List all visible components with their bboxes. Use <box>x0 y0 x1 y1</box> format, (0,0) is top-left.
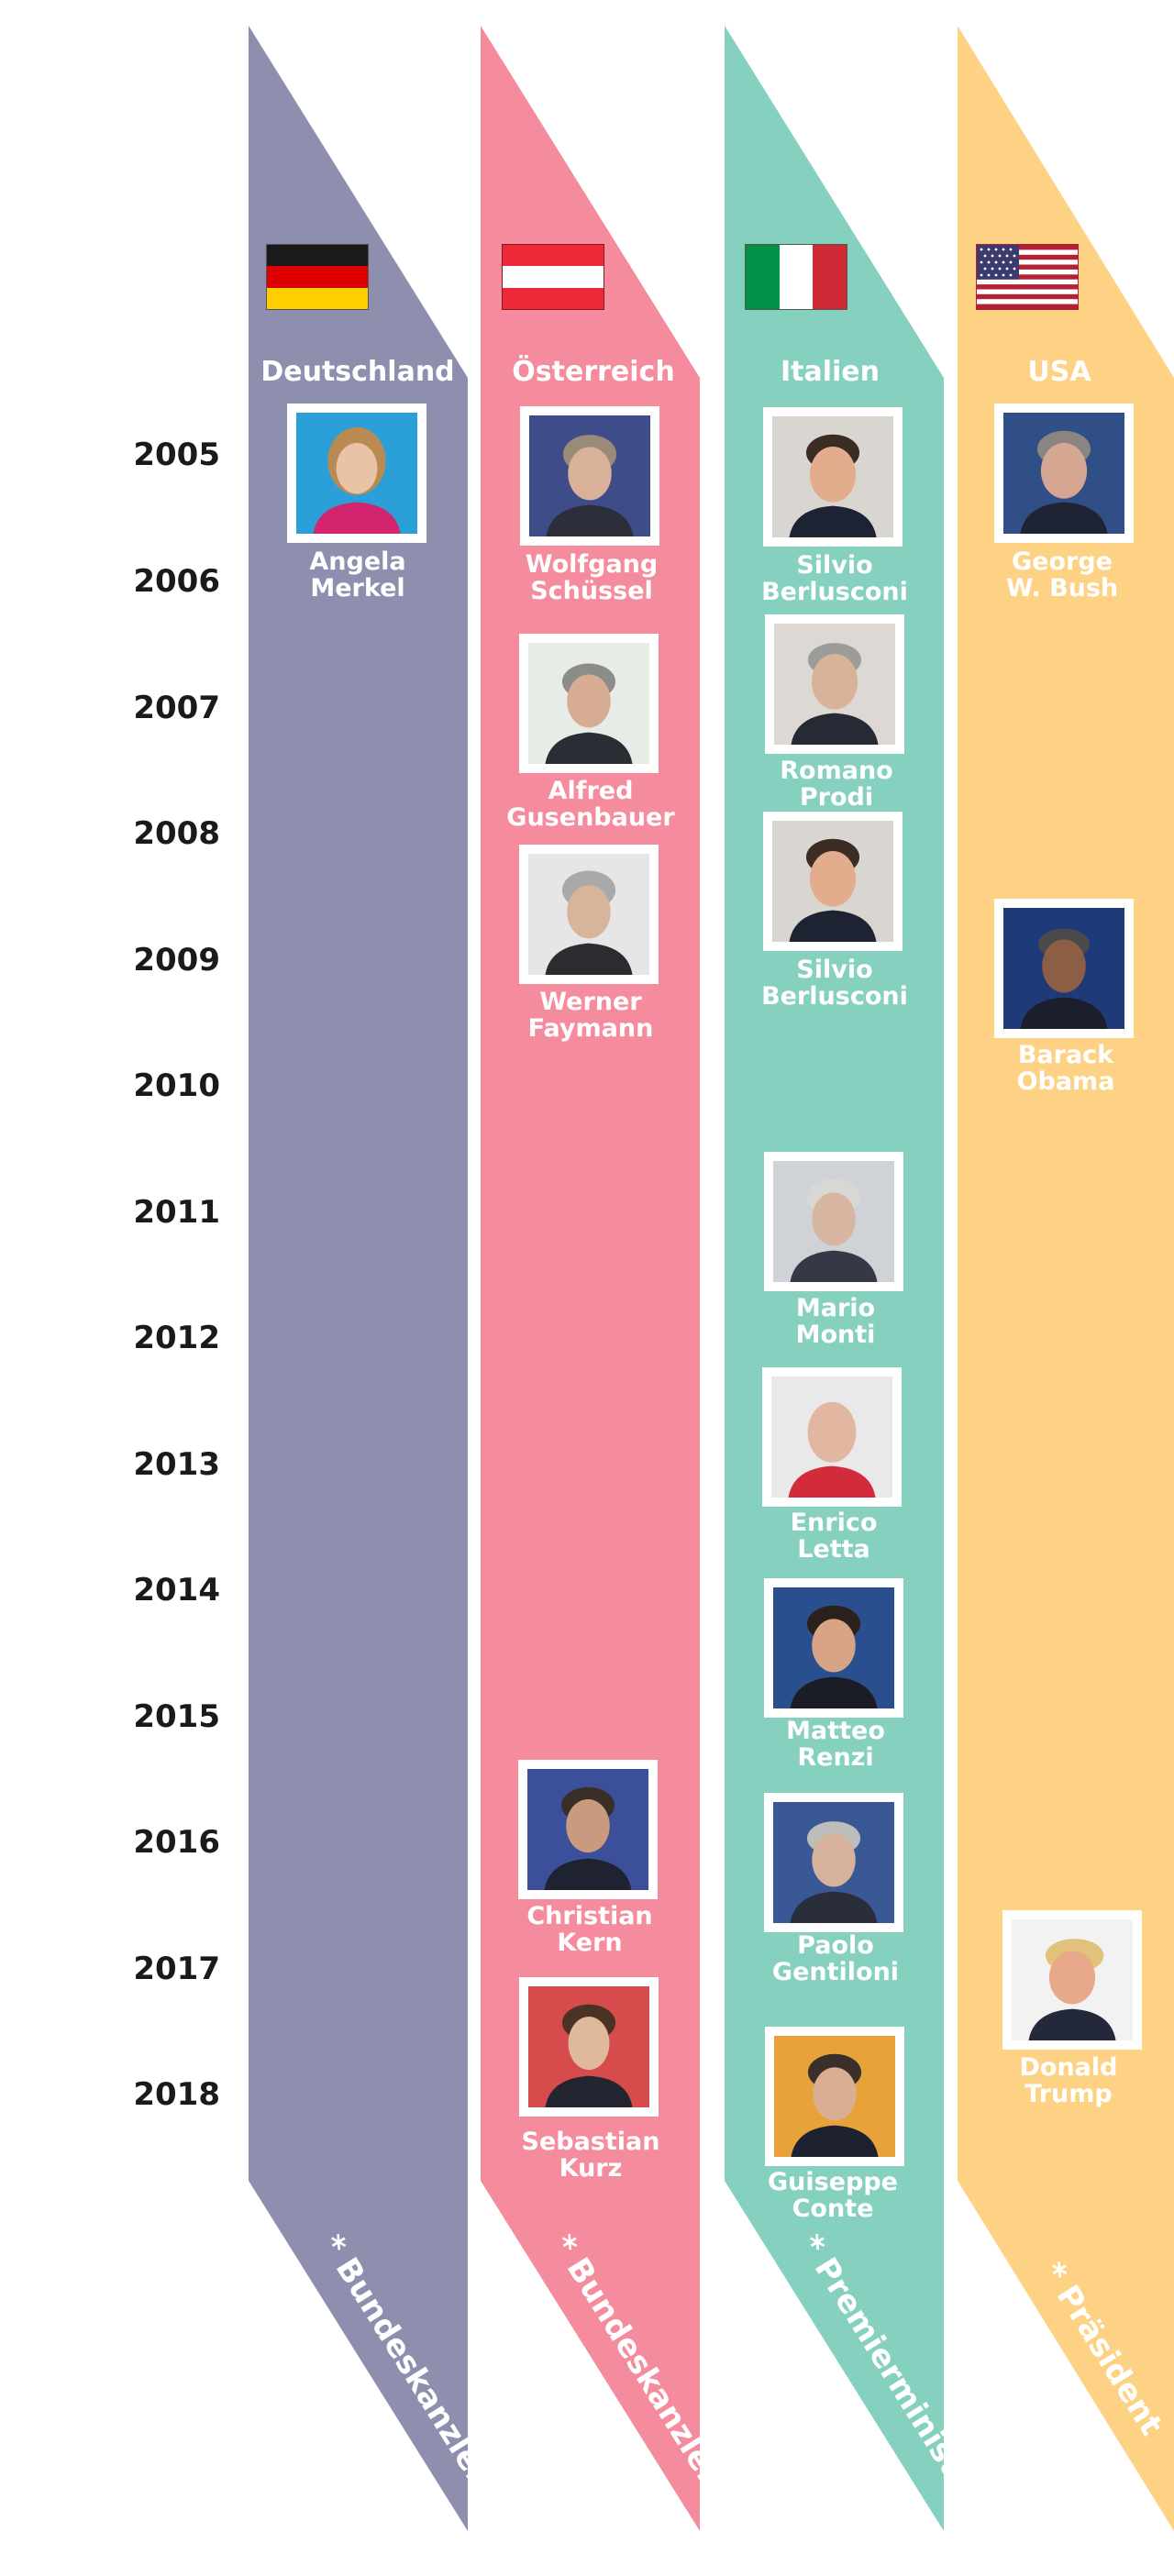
leader-portrait <box>994 404 1134 543</box>
leader-portrait <box>763 812 903 951</box>
leader-portrait <box>763 407 903 547</box>
leader-portrait <box>518 1760 658 1899</box>
year-label: 2015 <box>133 1698 220 1735</box>
band-usa <box>958 26 1174 2531</box>
leader-name: Guiseppe Conte <box>768 2168 898 2223</box>
year-label: 2016 <box>133 1824 220 1861</box>
leader-name: Barack Obama <box>1016 1041 1115 1096</box>
year-label: 2007 <box>133 690 220 726</box>
year-label: 2012 <box>133 1320 220 1356</box>
country-label-italy: Italien <box>780 356 880 388</box>
leader-name: Silvio Berlusconi <box>761 956 908 1011</box>
leader-name: Paolo Gentiloni <box>771 1931 900 1986</box>
leader-name: Alfred Gusenbauer <box>506 777 675 832</box>
leader-name: Angela Merkel <box>309 547 406 603</box>
leader-name: Silvio Berlusconi <box>761 551 908 606</box>
leader-name: Wolfgang Schüssel <box>525 550 659 605</box>
band-germany <box>249 26 468 2531</box>
leader-portrait <box>519 634 659 773</box>
germany-flag-icon <box>266 244 369 310</box>
leader-portrait <box>287 404 426 543</box>
country-label-usa: USA <box>1027 356 1091 388</box>
leader-name: Mario Monti <box>795 1294 876 1349</box>
leader-name: Sebastian Kurz <box>521 2128 660 2183</box>
leader-name: Enrico Letta <box>790 1509 878 1564</box>
leader-name: Romano Prodi <box>780 757 893 812</box>
leader-portrait <box>1002 1910 1142 2050</box>
leader-name: George W. Bush <box>1005 547 1119 603</box>
leader-portrait <box>520 406 659 546</box>
year-label: 2014 <box>133 1572 220 1609</box>
leader-name: Werner Faymann <box>527 988 654 1043</box>
leader-name: Donald Trump <box>1019 2053 1118 2108</box>
leader-portrait <box>764 1152 903 1291</box>
leader-portrait <box>765 614 904 754</box>
country-label-germany: Deutschland <box>260 356 455 388</box>
year-label: 2018 <box>133 2076 220 2113</box>
leader-portrait <box>764 1793 903 1932</box>
italy-flag-icon <box>745 244 847 310</box>
leader-portrait <box>519 845 659 984</box>
leader-portrait <box>762 1367 902 1507</box>
leader-portrait <box>519 1977 659 2117</box>
year-label: 2011 <box>133 1194 220 1231</box>
year-label: 2013 <box>133 1446 220 1483</box>
year-label: 2010 <box>133 1067 220 1104</box>
leader-portrait <box>765 2027 904 2166</box>
leader-portrait <box>994 899 1134 1038</box>
year-label: 2005 <box>133 437 220 473</box>
usa-flag-icon <box>976 244 1079 310</box>
leader-name: Matteo Renzi <box>786 1717 885 1772</box>
year-label: 2008 <box>133 815 220 852</box>
leader-name: Christian Kern <box>526 1902 653 1957</box>
leader-portrait <box>764 1578 903 1718</box>
year-label: 2017 <box>133 1951 220 1987</box>
austria-flag-icon <box>502 244 604 310</box>
country-label-austria: Österreich <box>512 356 675 388</box>
year-label: 2009 <box>133 942 220 978</box>
year-label: 2006 <box>133 563 220 600</box>
